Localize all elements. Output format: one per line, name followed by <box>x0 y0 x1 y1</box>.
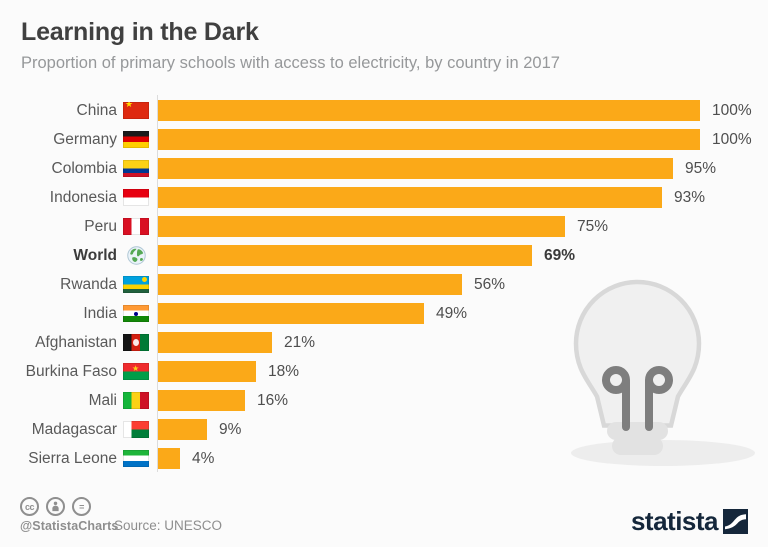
bar <box>158 332 272 353</box>
bar <box>158 448 180 469</box>
bar <box>158 419 207 440</box>
flag-icon-burkina-faso <box>123 363 149 380</box>
country-label: Sierra Leone <box>28 449 117 467</box>
statista-wordmark: statista <box>630 506 719 536</box>
chart-subtitle: Proportion of primary schools with acces… <box>21 54 560 72</box>
attribution-person-icon <box>46 497 65 516</box>
bar <box>158 158 673 179</box>
flag-icon-indonesia <box>123 189 149 206</box>
table-row: China 100% <box>0 96 768 125</box>
light-bulb-icon <box>571 279 755 466</box>
table-row: Mali 16% <box>0 386 768 415</box>
equal-icon: = <box>72 497 91 516</box>
country-label: Madagascar <box>31 420 117 438</box>
flag-icon-india <box>123 305 149 322</box>
country-label: India <box>83 304 117 322</box>
value-label: 18% <box>268 362 300 380</box>
country-label: Colombia <box>51 159 117 177</box>
bar <box>158 361 256 382</box>
statista-logo: statista <box>631 506 748 537</box>
value-label: 100% <box>712 130 752 148</box>
flag-icon-madagascar <box>123 421 149 438</box>
value-label: 100% <box>712 101 752 119</box>
bar <box>158 245 532 266</box>
bar <box>158 390 245 411</box>
table-row: Indonesia 93% <box>0 183 768 212</box>
bar <box>158 100 700 121</box>
table-row: India 49% <box>0 299 768 328</box>
flag-icon-mali <box>123 392 149 409</box>
country-label: Afghanistan <box>35 333 117 351</box>
country-label: World <box>73 246 117 264</box>
bar <box>158 187 662 208</box>
country-label: Indonesia <box>49 188 117 206</box>
value-label: 9% <box>219 420 242 438</box>
value-label: 95% <box>685 159 717 177</box>
flag-icon-sierra-leone <box>123 450 149 467</box>
value-label: 49% <box>436 304 468 322</box>
page-title: Learning in the Dark <box>21 18 259 46</box>
flag-icon-afghanistan <box>123 334 149 351</box>
country-label: China <box>76 101 118 119</box>
country-label: Mali <box>88 391 117 409</box>
statista-charts-handle: @StatistaCharts <box>20 519 119 533</box>
value-label: 56% <box>474 275 506 293</box>
bar-chart: China 100% Germany 100% Colombia 95% Indonesia… <box>0 96 768 473</box>
table-row: Madagascar 9% <box>0 415 768 444</box>
value-label: 93% <box>674 188 706 206</box>
table-row: World 69% <box>0 241 768 270</box>
flag-icon-peru <box>123 218 149 235</box>
country-label: Burkina Faso <box>25 362 117 380</box>
country-label: Rwanda <box>60 275 117 293</box>
flag-icon-germany <box>123 131 149 148</box>
globe-icon <box>123 246 149 265</box>
value-label: 21% <box>284 333 316 351</box>
bar <box>158 129 700 150</box>
statista-logo-icon <box>723 509 748 534</box>
value-label: 69% <box>544 246 576 264</box>
table-row: Peru 75% <box>0 212 768 241</box>
cc-license-icons: cc = <box>20 497 91 516</box>
source-label: Source: UNESCO <box>114 518 223 533</box>
flag-icon-rwanda <box>123 276 149 293</box>
bar <box>158 216 565 237</box>
flag-icon-china <box>123 102 149 119</box>
table-row: Rwanda 56% <box>0 270 768 299</box>
table-row: Germany 100% <box>0 125 768 154</box>
bar <box>158 274 462 295</box>
flag-icon-colombia <box>123 160 149 177</box>
cc-icon: cc <box>20 497 39 516</box>
value-label: 75% <box>577 217 609 235</box>
table-row: Sierra Leone 4% <box>0 444 768 473</box>
table-row: Colombia 95% <box>0 154 768 183</box>
country-label: Peru <box>84 217 117 235</box>
table-row: Afghanistan 21% <box>0 328 768 357</box>
axis-line <box>157 95 158 472</box>
table-row: Burkina Faso 18% <box>0 357 768 386</box>
bar <box>158 303 424 324</box>
country-label: Germany <box>53 130 117 148</box>
value-label: 16% <box>257 391 289 409</box>
value-label: 4% <box>192 449 215 467</box>
